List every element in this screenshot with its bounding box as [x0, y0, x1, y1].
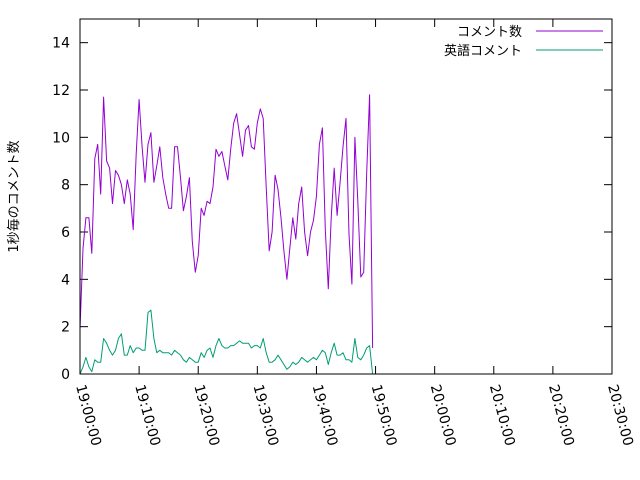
legend-label: コメント数	[457, 25, 522, 40]
y-tick-label: 8	[61, 178, 70, 194]
legend-label: 英語コメント	[444, 43, 522, 59]
y-tick-label: 4	[61, 272, 70, 288]
y-tick-label: 12	[52, 83, 70, 99]
y-tick-label: 2	[61, 320, 70, 336]
y-axis-title: 1秒毎のコメント数	[6, 140, 22, 252]
y-axis-ticks: 0 2 4 6 8 10 12 14	[52, 36, 612, 383]
series-layer	[79, 94, 374, 375]
series-line-1	[79, 94, 374, 349]
y-tick-label: 14	[52, 36, 70, 52]
y-tick-label: 10	[52, 130, 70, 146]
y-tick-label: 0	[61, 367, 70, 383]
plot-frame	[79, 18, 613, 375]
series-line-2	[79, 309, 374, 375]
y-tick-label: 6	[61, 225, 70, 241]
